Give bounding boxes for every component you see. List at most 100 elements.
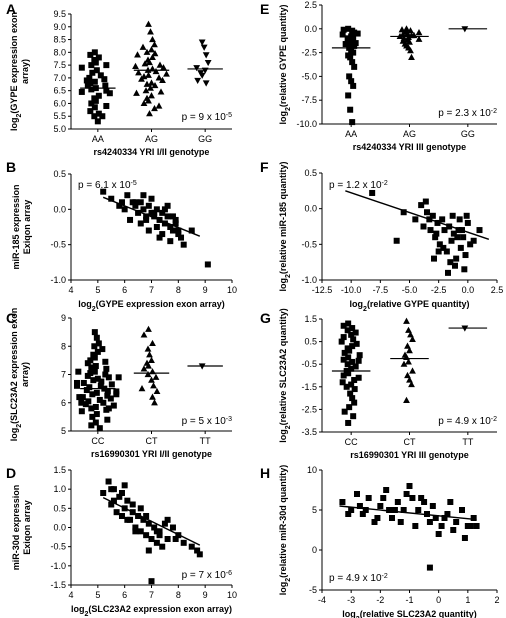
data-point [404,371,411,379]
x-tick-label: 2 [494,595,499,605]
data-point [91,329,98,336]
data-point [121,206,128,213]
data-point [108,381,115,388]
data-point [92,97,99,104]
y-tick-label: 9 [61,313,66,323]
x-tick-label: -10.0 [341,285,362,295]
data-point [467,523,474,529]
data-point [78,408,85,415]
x-axis-title: log2(relative GYPE quantity) [350,299,470,313]
data-point [102,358,109,365]
data-point [180,539,187,546]
data-point [349,343,356,350]
data-point [441,515,448,521]
x-tick-label: 6 [122,285,127,295]
data-point [339,31,346,38]
data-point [157,88,165,95]
y-tick-label: 6.0 [53,98,66,108]
p-value-annotation: p = 1.2 x 10-2 [329,180,388,192]
x-tick-label: -4 [318,595,326,605]
data-point [164,202,171,209]
y-tick-label: 6.5 [53,86,66,96]
data-point [151,41,158,48]
data-point [143,532,150,539]
data-point [456,216,463,223]
data-point [91,49,98,56]
panel-g: G -3.5 -2.5 -1.5 -0.5 0.5 1.5 log2(relative SLC… [260,308,497,460]
x-tick-label: 10 [227,285,237,295]
data-point [113,509,120,516]
data-point [344,35,351,42]
data-point [159,76,166,84]
data-point [100,399,107,406]
data-point [431,255,437,262]
data-point [148,195,155,202]
panel-c: C 5 6 7 8 9 log2(SLC23A2 expression exon array)… [6,308,232,459]
data-point [164,213,171,220]
data-point [140,206,147,213]
data-point [432,515,439,521]
data-point [348,331,355,338]
data-point [435,531,442,537]
data-point [193,65,201,72]
data-point [108,501,115,508]
data-point [145,520,152,527]
data-point [135,69,142,76]
data-point [172,216,179,223]
data-point [148,376,155,383]
data-point [163,70,170,77]
data-point [100,188,107,195]
data-point [95,340,102,347]
data-point [450,527,457,533]
x-axis-title: rs4240334 YRI I/II genotype [94,147,210,157]
data-point [103,62,110,69]
data-point [148,578,155,585]
data-point [351,386,358,393]
data-point [397,519,404,525]
data-point [408,53,415,60]
x-axis-title: rs4240334 YRI III genotype [353,142,466,152]
y-tick-label: 8.0 [53,47,66,57]
data-point [102,371,109,378]
y-axis-title-line2: array) [20,59,30,84]
data-point [196,551,203,558]
data-point [406,376,413,383]
data-point [132,202,139,209]
data-point [151,399,158,406]
data-point [169,227,176,234]
x-tick-label: 2.5 [491,285,504,295]
data-point [448,237,455,244]
data-point [470,237,477,244]
data-point [350,49,357,56]
data-point [118,513,125,519]
x-tick-label: 6 [122,590,127,600]
data-point [164,536,171,542]
panel-label: F [260,159,269,175]
data-point [89,69,96,76]
data-point [403,25,410,32]
data-point [151,209,158,216]
data-point [148,92,155,99]
data-point [426,564,433,571]
data-point [96,396,103,403]
data-point [345,92,352,99]
p-value-annotation: p = 7 x 10-6 [182,570,233,582]
data-point [135,513,142,519]
data-point [93,389,100,396]
y-tick-label: -7.5 [301,95,317,105]
y-tick-label: 0.0 [304,204,317,214]
data-point [347,390,354,397]
data-point [473,523,480,529]
data-point [404,29,411,37]
data-point [398,26,406,33]
data-point [91,343,98,350]
data-point [346,73,353,80]
data-point [340,372,347,379]
data-point [447,499,454,505]
data-point [93,67,100,74]
data-point [348,507,355,513]
data-point [104,392,111,399]
data-point [441,227,448,234]
data-point [202,80,210,87]
y-tick-label: 8.5 [53,35,66,45]
